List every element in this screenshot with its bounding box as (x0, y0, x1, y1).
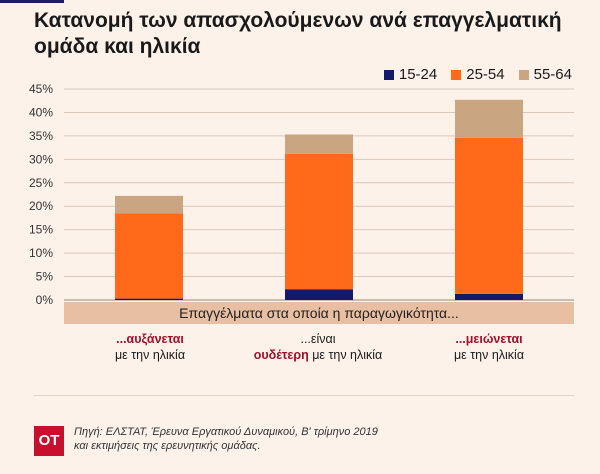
title-line-2: ομάδα και ηλικία (34, 35, 201, 58)
title-line-1: Κατανομή των απασχολούμενων ανά επαγγελμ… (34, 9, 562, 32)
y-tick-label: 15% (29, 223, 53, 237)
ot-logo: OT (34, 426, 64, 456)
legend-item-15-24: 15-24 (383, 66, 438, 83)
y-tick-label: 35% (29, 129, 53, 143)
note-decreases-line1: ...μειώνεται (455, 332, 523, 346)
y-tick-label: 30% (29, 152, 53, 166)
note-increases-line2: με την ηλικία (114, 348, 186, 362)
y-tick-label: 20% (29, 199, 53, 213)
category-band: Επαγγέλματα στα οποία η παραγωγικότητα..… (64, 302, 574, 324)
legend: 15-24 25-54 55-64 (383, 66, 572, 83)
note-neutral-rest: με την ηλικία (308, 348, 383, 362)
note-neutral-highlight: ουδέτερη (253, 348, 309, 362)
y-tick-label: 10% (29, 246, 53, 260)
source-line-1: Πηγή: ΕΛΣΤΑΤ, Έρευνα Εργατικού Δυναμικού… (74, 426, 378, 438)
bar-segment-2-55-64 (285, 134, 353, 154)
source-note: Πηγή: ΕΛΣΤΑΤ, Έρευνα Εργατικού Δυναμικού… (74, 425, 378, 453)
source-line-2: και εκτιμήσεις της ερευνητικής ομάδας. (74, 440, 261, 452)
legend-label-15-24: 15-24 (398, 66, 438, 83)
footer-divider (34, 395, 574, 396)
note-decreases: ...μειώνεται με την ηλικία (404, 331, 574, 363)
y-tick-label: 5% (36, 270, 54, 284)
note-increases: ...αυξάνεται με την ηλικία (65, 331, 235, 363)
legend-swatch-15-24 (383, 69, 394, 80)
legend-swatch-25-54 (451, 69, 462, 80)
bar-segment-2-25-54 (285, 153, 353, 290)
y-axis-ticks: 0% 5% 10% 15% 20% 25% 30% 35% 40% 45% (29, 82, 53, 307)
bar-segment-1-25-54 (115, 213, 183, 299)
bar-segment-1-55-64 (115, 195, 183, 214)
note-increases-line1: ...αυξάνεται (116, 332, 184, 346)
legend-item-55-64: 55-64 (518, 66, 572, 83)
bar-segment-3-25-54 (455, 137, 523, 294)
bar-segment-2-15-24 (285, 289, 353, 300)
bars (115, 99, 523, 300)
legend-item-25-54: 25-54 (451, 66, 505, 83)
chart-title: Κατανομή των απασχολούμενων ανά επαγγελμ… (34, 8, 574, 60)
y-tick-label: 40% (29, 105, 53, 119)
legend-label-55-64: 55-64 (533, 66, 572, 83)
note-decreases-line2: με την ηλικία (453, 348, 525, 362)
bar-segment-1-15-24 (115, 298, 183, 300)
note-neutral-line2: ουδέτερη με την ηλικία (233, 347, 403, 363)
bar-segment-3-55-64 (455, 99, 523, 138)
y-tick-label: 25% (29, 176, 53, 190)
y-tick-label: 0% (36, 293, 54, 307)
y-tick-label: 45% (29, 82, 53, 96)
top-accent-line (0, 0, 64, 3)
note-neutral-line1: ...είναι (300, 332, 336, 346)
legend-label-25-54: 25-54 (466, 66, 505, 83)
legend-swatch-55-64 (518, 69, 529, 80)
bar-segment-3-15-24 (455, 293, 523, 300)
note-neutral: ...είναι ουδέτερη με την ηλικία (233, 331, 403, 363)
